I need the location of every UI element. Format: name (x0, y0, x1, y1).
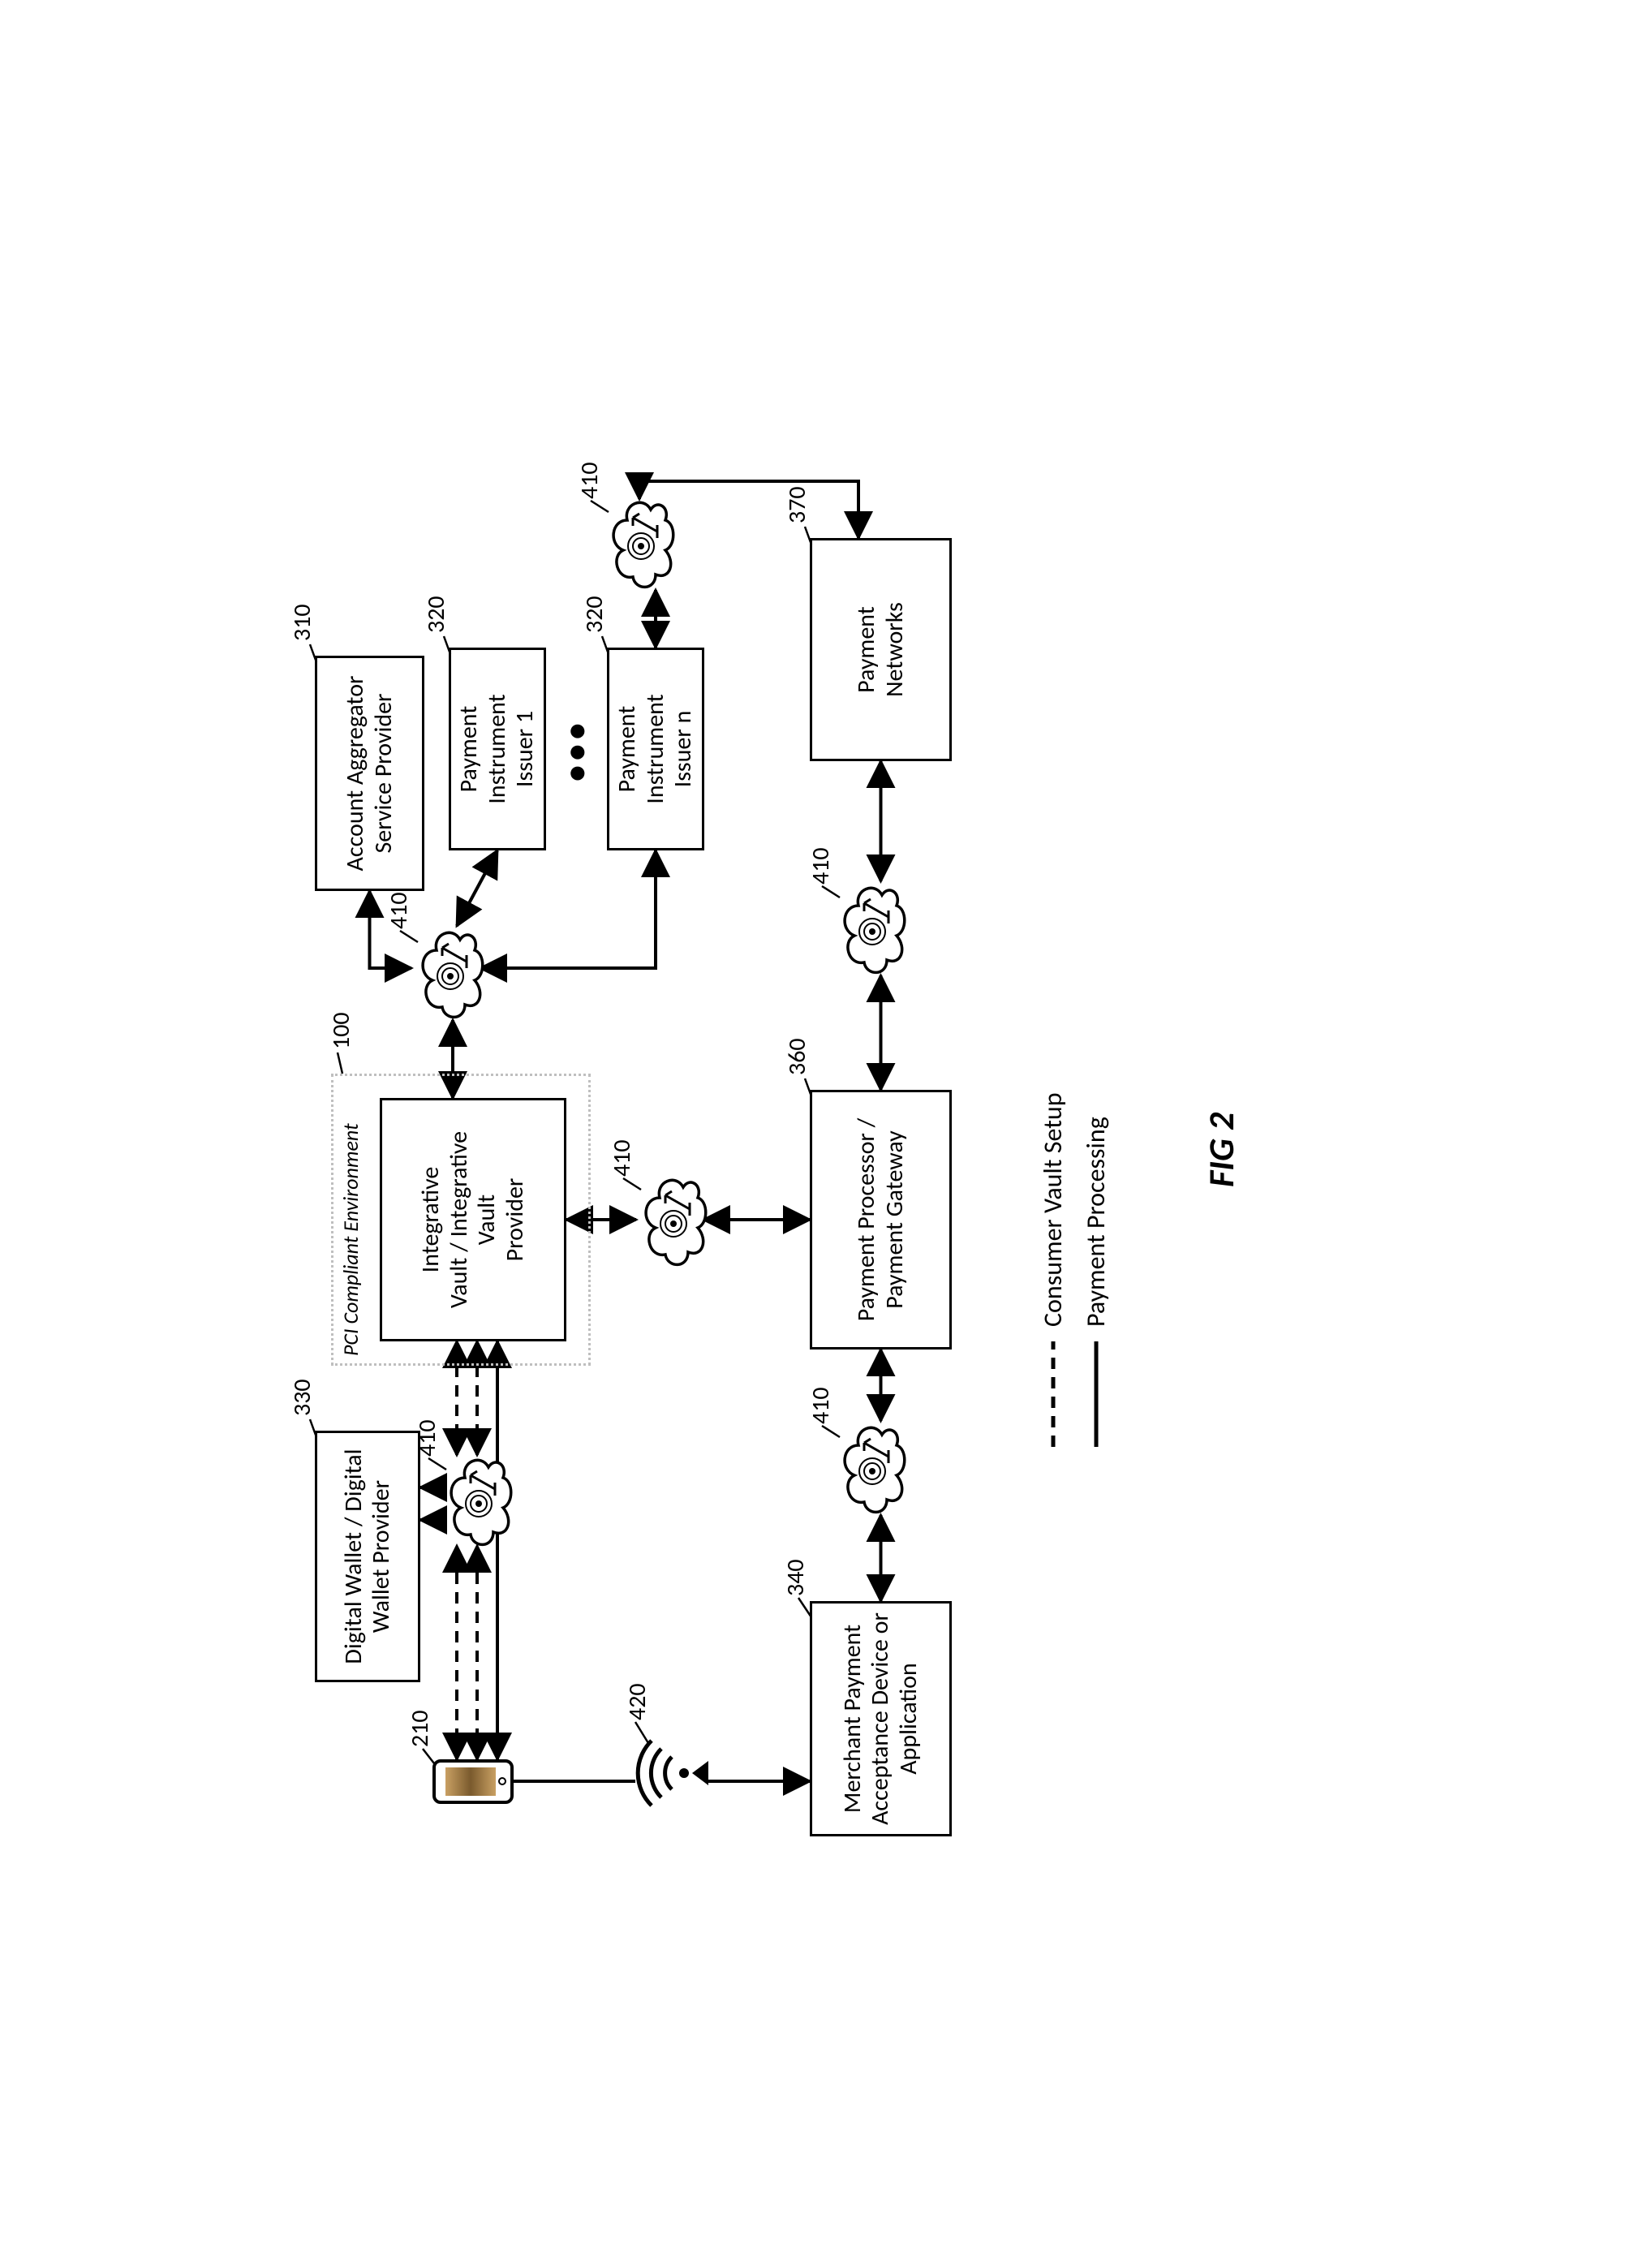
legend-dashed-line-icon (1050, 1341, 1056, 1447)
legend-solid-line-icon (1093, 1341, 1099, 1447)
figure-label: FIG 2 (1199, 1112, 1243, 1186)
ref-leader-nfc (299, 408, 1353, 1853)
legend-label-setup: Consumer Vault Setup (1037, 1092, 1069, 1327)
legend-label-processing: Payment Processing (1080, 1117, 1112, 1327)
legend: Consumer Vault Setup Payment Processing (1037, 1092, 1112, 1447)
legend-row-setup: Consumer Vault Setup (1037, 1092, 1069, 1447)
legend-row-processing: Payment Processing (1080, 1092, 1112, 1447)
